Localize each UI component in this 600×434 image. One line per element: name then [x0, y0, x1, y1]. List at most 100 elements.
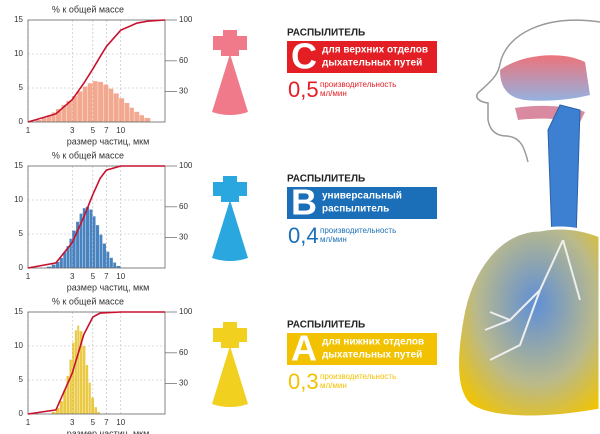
bar	[82, 86, 88, 122]
bar	[77, 91, 83, 122]
x-axis-label: размер частиц, мкм	[67, 136, 150, 146]
nebulizer-rate-label: мл/мин	[320, 89, 347, 98]
bar	[35, 119, 42, 122]
x-tick-label: 3	[70, 418, 75, 427]
x-tick-label: 7	[104, 418, 109, 427]
nebulizer-purpose: дыхательных путей	[322, 58, 422, 69]
bar	[77, 325, 80, 414]
bar	[109, 257, 113, 268]
bar	[116, 265, 121, 268]
x-tick-label: 7	[104, 126, 109, 135]
nebulizer-icon	[212, 346, 248, 407]
y2-tick-label: 30	[179, 233, 188, 242]
bar	[103, 84, 109, 122]
bronchi	[484, 239, 581, 361]
bar	[41, 117, 47, 122]
y-tick-label: 10	[14, 341, 23, 350]
x-tick-label: 1	[26, 272, 31, 281]
y-tick-label: 0	[19, 409, 24, 418]
cumulative-curve	[27, 19, 166, 123]
bar	[129, 107, 134, 122]
cumulative-curve	[27, 311, 165, 415]
nebulizer-purpose: универсальный	[322, 191, 402, 202]
y2-tick-label: 30	[179, 87, 188, 96]
bar	[72, 96, 77, 122]
y2-tick-label: 30	[179, 379, 188, 388]
bar	[85, 206, 90, 268]
bar	[55, 109, 62, 122]
bar	[59, 401, 63, 414]
bar	[98, 81, 103, 122]
y2-tick-label: 100	[179, 307, 193, 316]
x-axis-label: размер частиц, мкм	[67, 428, 150, 434]
x-tick-label: 10	[116, 272, 125, 281]
bar	[92, 81, 98, 122]
y-axis-label: % к общей массе	[52, 150, 124, 160]
y-tick-label: 15	[14, 307, 23, 316]
bar	[69, 238, 72, 268]
nebulizer-box	[287, 41, 437, 73]
y2-tick-label: 60	[179, 56, 188, 65]
bar	[51, 411, 56, 414]
x-tick-label: 10	[116, 126, 125, 135]
bar	[66, 375, 70, 414]
y-axis-label: % к общей массе	[52, 4, 124, 14]
nebulizer-box	[287, 187, 437, 219]
nebulizer-rate-label: производительность	[320, 226, 396, 235]
bar	[79, 331, 83, 414]
y-tick-label: 5	[19, 83, 24, 92]
bar	[55, 407, 60, 414]
airway	[547, 104, 581, 241]
bar	[46, 115, 52, 122]
bar	[82, 208, 86, 268]
bar	[91, 397, 95, 414]
y-tick-label: 15	[14, 161, 23, 170]
bar	[63, 390, 67, 414]
y-axis-label: % к общей массе	[52, 296, 124, 306]
nebulizer-icon	[212, 54, 248, 115]
nebulizer-icon	[212, 200, 248, 261]
x-tick-label: 10	[116, 418, 125, 427]
bar	[113, 93, 119, 122]
bar	[119, 98, 125, 122]
bar	[63, 252, 67, 268]
nebulizer-rate: 0,3	[288, 369, 319, 394]
bar	[69, 359, 72, 414]
bar	[134, 111, 140, 122]
bar	[97, 411, 100, 414]
nebulizer-purpose: распылитель	[322, 204, 389, 215]
bar	[88, 382, 91, 414]
nebulizer-rate-label: производительность	[320, 80, 396, 89]
nebulizer-icon	[213, 30, 247, 56]
nebulizer-rate: 0,4	[288, 223, 319, 248]
bar	[106, 251, 110, 268]
bar	[76, 221, 80, 268]
y2-tick-label: 100	[179, 15, 193, 24]
nebulizer-heading: РАСПЫЛИТЕЛЬ	[287, 320, 365, 331]
bar	[51, 264, 56, 268]
bar	[59, 257, 63, 268]
y-tick-label: 0	[19, 117, 24, 126]
nebulizer-letter: B	[291, 182, 317, 223]
bar	[82, 346, 86, 414]
nebulizer-rate-label: мл/мин	[320, 381, 347, 390]
nebulizer-icon	[213, 176, 247, 202]
y2-tick-label: 60	[179, 202, 188, 211]
bar	[99, 234, 103, 268]
nebulizer-purpose: для верхних отделов	[322, 45, 428, 56]
y-tick-label: 10	[14, 195, 23, 204]
y-tick-label: 5	[19, 229, 24, 238]
bar	[95, 225, 100, 268]
bar	[89, 209, 93, 268]
bar	[113, 262, 117, 268]
nebulizer-letter: A	[291, 328, 317, 369]
x-tick-label: 1	[26, 126, 31, 135]
nebulizer-rate: 0,5	[288, 77, 319, 102]
bar	[94, 407, 97, 414]
bar	[144, 117, 151, 122]
x-tick-label: 7	[104, 272, 109, 281]
bar	[72, 230, 76, 268]
nebulizer-letter: C	[291, 36, 317, 77]
